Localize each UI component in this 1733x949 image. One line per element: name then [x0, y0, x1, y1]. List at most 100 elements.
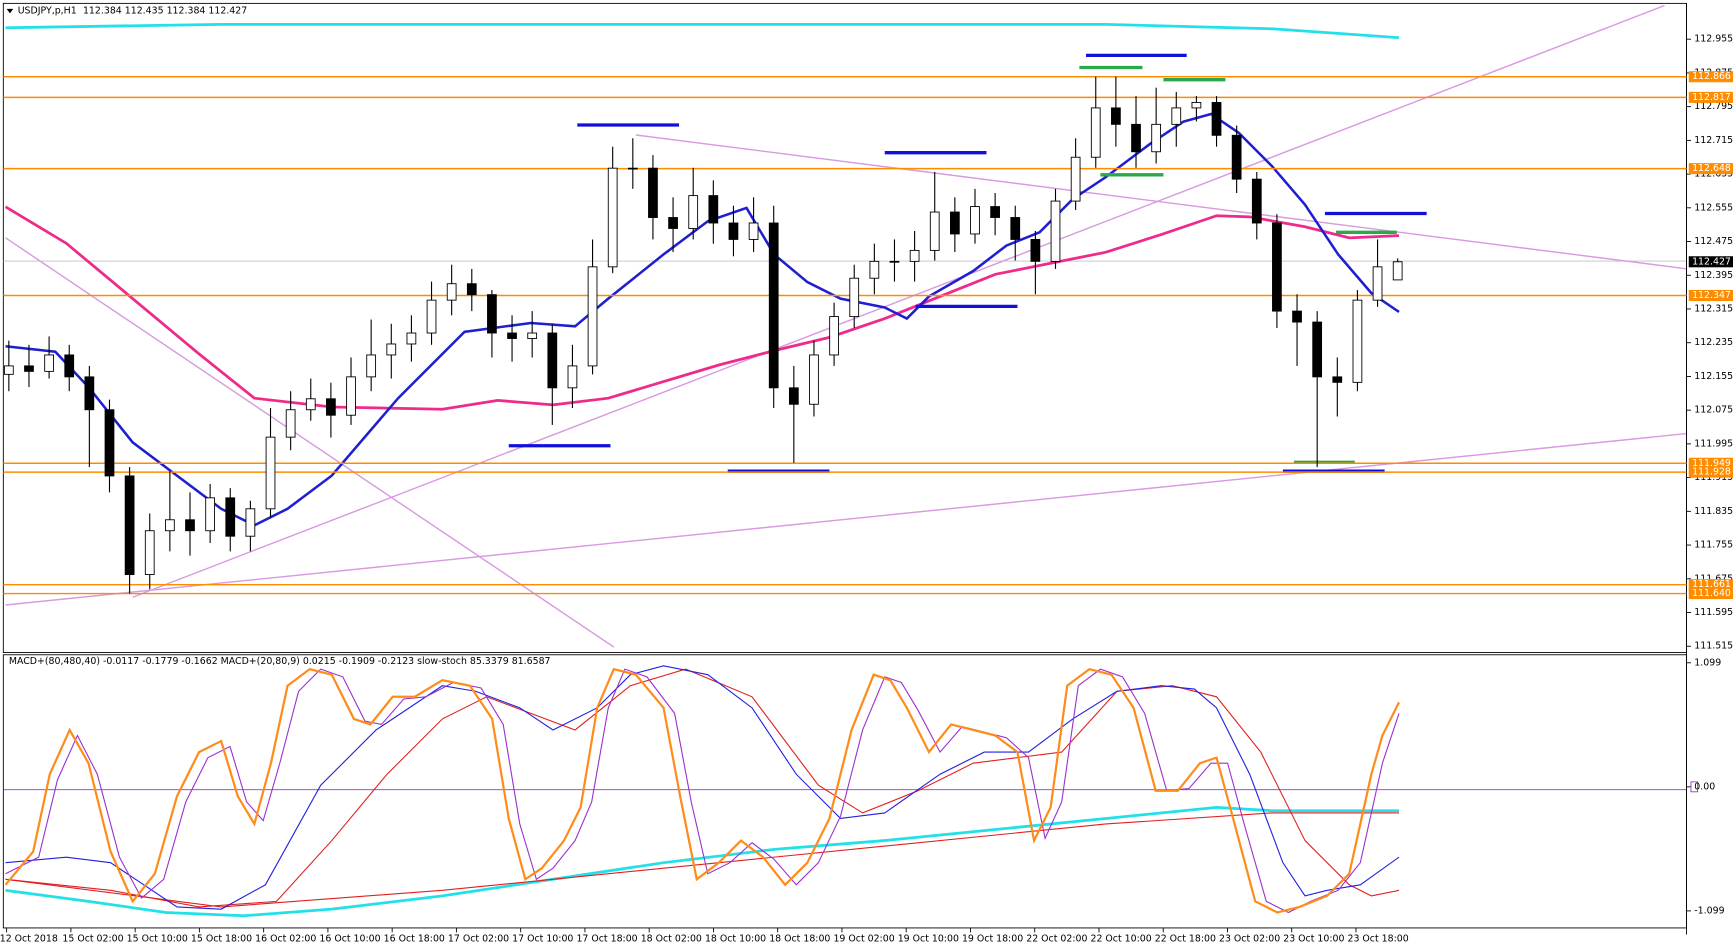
- x-tick-label: 23 Oct 02:00: [1219, 933, 1280, 944]
- candle-body: [487, 294, 497, 334]
- candle-body: [627, 167, 638, 170]
- x-tick-label: 23 Oct 10:00: [1283, 933, 1344, 944]
- candle-body: [1292, 310, 1302, 323]
- y-tick-label: 112.155: [1694, 371, 1733, 382]
- x-tick-label: 23 Oct 18:00: [1347, 933, 1408, 944]
- macd-slow: [5, 805, 1400, 918]
- candle-body: [285, 409, 296, 438]
- y-tick-label: 1.099: [1694, 657, 1721, 668]
- x-tick-label: 16 Oct 02:00: [255, 933, 316, 944]
- candle-body: [245, 508, 256, 537]
- level-label: 112.817: [1692, 92, 1731, 103]
- x-tick-label: 17 Oct 02:00: [448, 933, 509, 944]
- y-tick-label: 112.235: [1694, 337, 1733, 348]
- y-tick-label: 111.595: [1694, 607, 1733, 618]
- candle-body: [1332, 376, 1343, 383]
- candle-body: [688, 195, 699, 229]
- candle-body: [1251, 178, 1262, 224]
- menu-arrow[interactable]: [6, 8, 14, 14]
- candle-body: [809, 354, 819, 405]
- candle-body: [64, 354, 75, 378]
- level-tag: [1688, 289, 1733, 302]
- level-tag: [1688, 163, 1733, 175]
- x-tick-label: 16 Oct 10:00: [319, 933, 380, 944]
- y-tick-label: 112.475: [1694, 236, 1733, 247]
- x-tick-label: 12 Oct 2018: [0, 933, 58, 944]
- candle-body: [366, 354, 377, 378]
- candle-body: [1090, 107, 1101, 158]
- candle-body: [567, 365, 578, 389]
- candle-body: [265, 436, 276, 510]
- candle-body: [305, 398, 316, 411]
- y-tick-label: 111.755: [1694, 540, 1733, 551]
- candle-body: [3, 365, 14, 375]
- candle-body: [587, 266, 598, 367]
- candle-body: [527, 332, 538, 339]
- level-tag: [1688, 71, 1733, 83]
- candle-body: [990, 206, 1000, 218]
- candle-body: [869, 260, 880, 279]
- candle-body: [929, 211, 940, 251]
- candle-body: [648, 167, 658, 218]
- candle-body: [104, 409, 115, 477]
- candle-body: [1231, 134, 1242, 180]
- x-tick-label: 22 Oct 18:00: [1155, 933, 1216, 944]
- level-label: 112.648: [1692, 163, 1731, 174]
- x-tick-label: 19 Oct 02:00: [833, 933, 894, 944]
- candle-body: [970, 206, 980, 235]
- candle-body: [1171, 107, 1182, 125]
- level-tag: [1688, 457, 1733, 469]
- candle-body: [84, 376, 95, 411]
- x-tick-label: 19 Oct 18:00: [962, 933, 1023, 944]
- candle-body: [1131, 123, 1141, 153]
- trendline: [5, 237, 615, 648]
- y-tick-label: 111.675: [1694, 573, 1733, 584]
- candle-body: [165, 519, 175, 532]
- candle-body: [949, 211, 960, 235]
- macd-fast: [5, 665, 1400, 910]
- level-tag: [1688, 579, 1733, 591]
- candle-body: [1272, 222, 1282, 312]
- y-tick-label: 112.395: [1694, 270, 1733, 281]
- candle-body: [768, 222, 779, 389]
- swing-marks: [1079, 65, 1397, 464]
- quotes: 112.384 112.435 112.384 112.427: [83, 6, 247, 17]
- x-tick-label: 18 Oct 10:00: [705, 933, 766, 944]
- candle-body: [849, 277, 860, 318]
- trendline: [635, 134, 1687, 270]
- candle-body: [728, 222, 739, 240]
- candle-body: [185, 519, 195, 532]
- candle-body: [547, 332, 558, 389]
- y-tick-label: 112.955: [1694, 34, 1733, 45]
- candle-body: [889, 260, 900, 263]
- y-tick-label: 112.715: [1694, 135, 1733, 146]
- candle-body: [44, 354, 54, 372]
- candle-body: [1070, 156, 1081, 202]
- candle-body: [1211, 101, 1222, 136]
- candle-body: [1151, 123, 1162, 153]
- x-tick-label: 18 Oct 02:00: [641, 933, 702, 944]
- candle-body: [788, 387, 799, 405]
- candle-body: [1392, 261, 1403, 281]
- candle-body: [386, 343, 397, 356]
- level-tag: [1688, 91, 1733, 103]
- candle-body: [668, 217, 678, 229]
- y-tick-label: 111.995: [1694, 438, 1733, 449]
- x-tick-label: 19 Oct 10:00: [898, 933, 959, 944]
- candle-body: [1191, 101, 1202, 109]
- candle-body: [1030, 238, 1041, 262]
- price-tag: [1688, 256, 1733, 268]
- x-tick-label: 17 Oct 10:00: [512, 933, 573, 944]
- y-tick-label: 112.795: [1694, 101, 1733, 112]
- zero-tag: [1690, 781, 1699, 793]
- y-tick-label: 0.00: [1694, 781, 1715, 792]
- y-tick-label: 111.515: [1694, 641, 1733, 652]
- candle-body: [466, 283, 477, 296]
- y-tick-label: 112.555: [1694, 202, 1733, 213]
- candle-body: [144, 530, 155, 576]
- stoch-main: [4, 667, 1400, 914]
- level-label: 111.949: [1692, 458, 1731, 469]
- candle-body: [225, 497, 236, 537]
- level-label: 111.928: [1692, 467, 1731, 478]
